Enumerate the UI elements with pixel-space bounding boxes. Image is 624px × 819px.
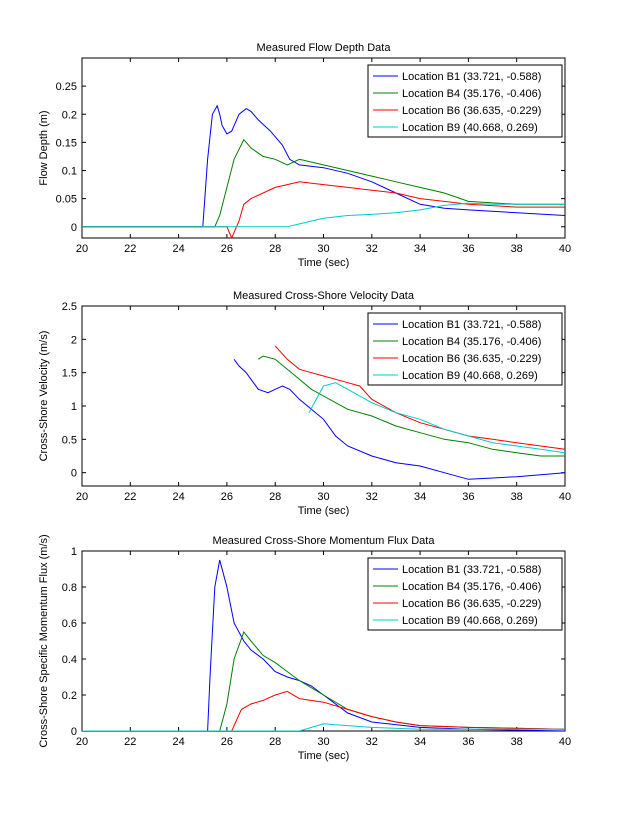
y-tick-label: 0.8 (62, 582, 77, 594)
x-tick-label: 32 (366, 491, 378, 503)
legend-entry: Location B9 (40.668, 0.269) (402, 122, 538, 134)
legend: Location B1 (33.721, -0.588) Location B4 … (367, 312, 563, 386)
x-tick-label: 22 (124, 491, 136, 503)
y-tick-label: 0.1 (62, 166, 77, 178)
series-line-4 (82, 202, 565, 228)
chart-title: Measured Cross-Shore Velocity Data (233, 290, 415, 302)
y-axis-label: Flow Depth (m) (38, 110, 50, 185)
y-tick-label: 0.5 (62, 434, 77, 446)
x-tick-label: 26 (221, 736, 233, 748)
x-tick-label: 40 (559, 491, 571, 503)
y-tick-label: 1.5 (62, 368, 77, 380)
legend-entry: Location B4 (35.176, -0.406) (402, 88, 541, 100)
y-tick-label: 0.15 (56, 137, 77, 149)
x-tick-label: 40 (559, 243, 571, 255)
x-tick-label: 24 (172, 736, 184, 748)
x-tick-label: 20 (76, 736, 88, 748)
y-axis-label: Cross-Shore Velocity (m/s) (38, 331, 50, 462)
legend: Location B1 (33.721, -0.588) Location B4 … (367, 64, 563, 138)
series-line-2 (258, 355, 565, 457)
y-axis-label: Cross-Shore Specific Momentum Flux (m/s) (38, 534, 50, 747)
x-tick-label: 22 (124, 736, 136, 748)
x-tick-label: 20 (76, 491, 88, 503)
y-tick-label: 0.6 (62, 618, 77, 630)
legend-entry: Location B1 (33.721, -0.588) (402, 564, 541, 576)
legend-entry: Location B1 (33.721, -0.588) (402, 71, 541, 83)
x-tick-label: 32 (366, 736, 378, 748)
y-tick-label: 2 (71, 334, 77, 346)
legend-entry: Location B4 (35.176, -0.406) (402, 581, 541, 593)
legend-entry: Location B9 (40.668, 0.269) (402, 370, 538, 382)
y-tick-label: 0 (71, 222, 77, 234)
legend-entry: Location B1 (33.721, -0.588) (402, 319, 541, 331)
x-axis-label: Time (sec) (298, 750, 350, 762)
y-tick-label: 1 (71, 546, 77, 558)
x-tick-label: 30 (317, 243, 329, 255)
x-tick-label: 30 (317, 736, 329, 748)
x-tick-label: 24 (172, 491, 184, 503)
x-axis-label: Time (sec) (298, 505, 350, 517)
legend: Location B1 (33.721, -0.588) Location B4 … (367, 557, 563, 631)
legend-entry: Location B4 (35.176, -0.406) (402, 336, 541, 348)
chart-title: Measured Cross-Shore Momentum Flux Data (213, 535, 436, 547)
x-tick-label: 28 (269, 491, 281, 503)
series-line-4 (308, 382, 565, 454)
x-tick-label: 28 (269, 243, 281, 255)
legend-box (367, 64, 563, 138)
x-tick-label: 20 (76, 243, 88, 255)
y-tick-label: 0 (71, 468, 77, 480)
series-line-3 (82, 181, 565, 238)
x-tick-label: 34 (414, 491, 426, 503)
series-line-1 (82, 559, 565, 731)
x-tick-label: 26 (221, 491, 233, 503)
y-tick-label: 1 (71, 401, 77, 413)
x-tick-label: 36 (462, 736, 474, 748)
chart-panel-3: Measured Cross-Shore Momentum Flux Data 2… (38, 534, 571, 762)
series-line-1 (82, 104, 565, 228)
y-tick-label: 0.2 (62, 109, 77, 121)
x-tick-label: 36 (462, 243, 474, 255)
x-tick-label: 22 (124, 243, 136, 255)
x-tick-label: 24 (172, 243, 184, 255)
x-tick-label: 26 (221, 243, 233, 255)
legend-entry: Location B9 (40.668, 0.269) (402, 615, 538, 627)
legend-entry: Location B6 (36.635, -0.229) (402, 598, 541, 610)
series-line-3 (82, 690, 565, 731)
x-tick-label: 40 (559, 736, 571, 748)
series-line-1 (233, 359, 565, 480)
x-tick-label: 34 (414, 736, 426, 748)
chart-title: Measured Flow Depth Data (257, 42, 392, 54)
x-tick-label: 38 (511, 491, 523, 503)
x-tick-label: 32 (366, 243, 378, 255)
y-tick-label: 0 (71, 726, 77, 738)
legend-entry: Location B6 (36.635, -0.229) (402, 105, 541, 117)
series-line-3 (274, 345, 565, 450)
x-tick-label: 38 (511, 243, 523, 255)
series-line-4 (82, 723, 565, 731)
legend-box (367, 557, 563, 631)
legend-box (367, 312, 563, 386)
y-tick-label: 0.25 (56, 81, 77, 93)
y-tick-label: 2.5 (62, 301, 77, 313)
series-line-2 (82, 138, 565, 228)
x-tick-label: 30 (317, 491, 329, 503)
x-axis-label: Time (sec) (298, 257, 350, 269)
x-tick-label: 34 (414, 243, 426, 255)
x-tick-label: 36 (462, 491, 474, 503)
x-tick-label: 38 (511, 736, 523, 748)
legend-entry: Location B6 (36.635, -0.229) (402, 353, 541, 365)
y-tick-label: 0.2 (62, 690, 77, 702)
y-tick-label: 0.05 (56, 194, 77, 206)
x-tick-label: 28 (269, 736, 281, 748)
chart-panel-1: Measured Flow Depth Data 20 22 24 26 28 30 32 34… (38, 42, 571, 269)
y-tick-label: 0.4 (62, 654, 77, 666)
